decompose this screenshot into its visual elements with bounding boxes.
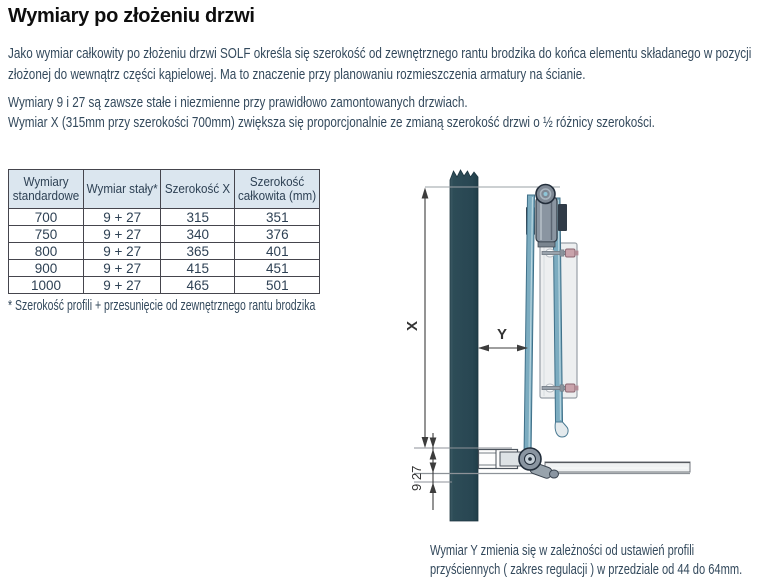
cell-total: 401: [234, 242, 321, 260]
bottom-bracket: [477, 448, 525, 470]
wall-profile-bar: [449, 169, 479, 522]
arrow-up-icon: [429, 449, 437, 460]
bottom-hinge-assembly: [518, 447, 559, 479]
dimension-x: X: [404, 187, 429, 448]
table-row: 700 9 + 27 315 351: [8, 208, 321, 226]
dimension-9-27: 9 27: [409, 433, 437, 510]
caption-line-2: przyściennych ( zakres regulacji ) w prz…: [430, 561, 743, 578]
cell-width-x: 340: [160, 225, 236, 243]
table-body: 700 9 + 27 315 351 750 9 + 27 340 376 80…: [8, 208, 321, 294]
arrow-up-icon: [421, 187, 429, 199]
cell-standard: 800: [8, 242, 84, 260]
diagram-caption: Wymiar Y zmienia się w zależności od ust…: [430, 541, 779, 579]
intro-line-1: Jako wymiar całkowity po złożeniu drzwi …: [8, 45, 752, 62]
note-line-1: Wymiary 9 i 27 są zawsze stałe i niezmie…: [8, 94, 468, 111]
table-row: 900 9 + 27 415 451: [8, 259, 321, 277]
panel-handle-hook: [554, 421, 569, 438]
arrow-right-icon: [517, 344, 528, 352]
dimension-9-27-label: 9 27: [409, 466, 424, 491]
cell-total: 376: [234, 225, 321, 243]
cell-standard: 700: [8, 208, 84, 226]
page-title: Wymiary po złożeniu drzwi: [8, 5, 255, 27]
table-row: 1000 9 + 27 465 501: [8, 276, 321, 294]
cell-width-x: 415: [160, 259, 236, 277]
column-header-standard: Wymiary standardowe: [8, 169, 84, 209]
cell-total: 501: [234, 276, 321, 294]
adjustment-screw-bottom: [541, 383, 579, 393]
glass-panel-front: [523, 194, 536, 458]
arrow-left-icon: [478, 344, 489, 352]
intro-paragraph: Jako wymiar całkowity po złożeniu drzwi …: [8, 44, 779, 85]
notes-paragraph: Wymiary 9 i 27 są zawsze stałe i niezmie…: [8, 93, 779, 132]
dimensions-table: Wymiary standardowe Wymiar stały* Szeroko…: [8, 169, 321, 294]
cell-fixed: 9 + 27: [82, 259, 162, 277]
table-footnote: * Szerokość profili + przesunięcie od ze…: [8, 297, 316, 314]
dimension-x-label: X: [404, 321, 421, 331]
cell-fixed: 9 + 27: [82, 208, 162, 226]
cell-standard: 1000: [8, 276, 84, 294]
cell-width-x: 465: [160, 276, 236, 294]
cell-fixed: 9 + 27: [82, 242, 162, 260]
column-header-fixed: Wymiar stały*: [82, 169, 162, 209]
door-fold-diagram: X 9 27 Y: [404, 169, 691, 522]
adjustment-screw-top: [541, 248, 579, 258]
arrow-up-icon: [429, 482, 437, 493]
note-line-2: Wymiar X (315mm przy szerokości 700mm) z…: [8, 113, 655, 131]
caption-line-1: Wymiar Y zmienia się w zależności od ust…: [430, 542, 695, 559]
glass-clamp-right: [558, 204, 567, 231]
cell-total: 351: [234, 208, 321, 226]
dimension-y-label: Y: [497, 326, 507, 343]
arrow-down-icon: [429, 437, 437, 448]
tray-rail: [544, 461, 691, 473]
cell-fixed: 9 + 27: [82, 276, 162, 294]
arrow-down-icon: [429, 462, 437, 473]
table-row: 800 9 + 27 365 401: [8, 242, 321, 260]
cell-width-x: 315: [160, 208, 236, 226]
cell-width-x: 365: [160, 242, 236, 260]
column-header-total: Szerokość całkowita (mm): [234, 169, 321, 209]
cell-total: 451: [234, 259, 321, 277]
cell-fixed: 9 + 27: [82, 225, 162, 243]
intro-line-2: złożonej do wewnątrz części kąpielowej. …: [8, 65, 586, 83]
cell-standard: 750: [8, 225, 84, 243]
dimension-y: Y: [478, 326, 528, 352]
table-header-row: Wymiary standardowe Wymiar stały* Szeroko…: [8, 169, 321, 209]
column-header-width-x: Szerokość X: [160, 169, 236, 209]
cell-standard: 900: [8, 259, 84, 277]
arrow-down-icon: [421, 437, 429, 448]
table-row: 750 9 + 27 340 376: [8, 225, 321, 243]
